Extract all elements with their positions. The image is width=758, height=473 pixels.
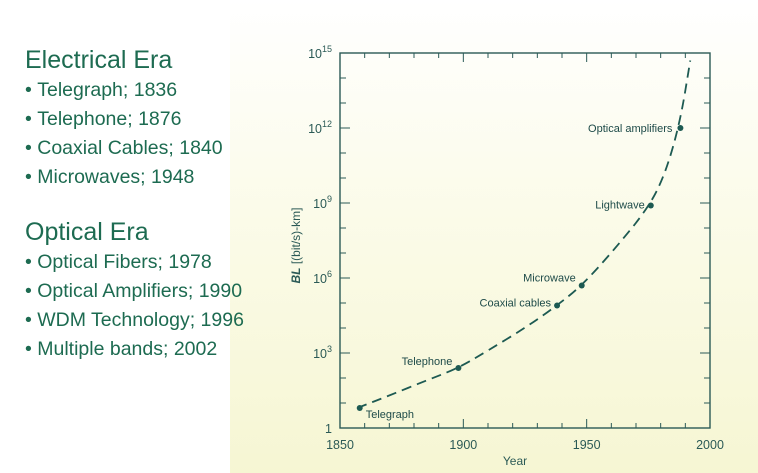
point-label: Telephone	[402, 356, 453, 368]
electrical-era-list: Telegraph; 1836 Telephone; 1876 Coaxial …	[25, 76, 285, 192]
list-item: Telephone; 1876	[25, 105, 285, 134]
x-tick-label: 1900	[449, 438, 477, 452]
y-tick-label: 1015	[308, 44, 332, 61]
y-tick-label: 1012	[308, 119, 332, 136]
background-gradient	[230, 0, 758, 473]
y-tick-label: 109	[313, 194, 332, 211]
x-axis-label: Year	[503, 454, 527, 468]
list-item: WDM Technology; 1996	[25, 306, 285, 335]
plot-frame	[339, 52, 711, 429]
point-label: Optical amplifiers	[588, 123, 673, 135]
y-tick-label: 103	[313, 344, 332, 361]
era-text-panel: Electrical Era Telegraph; 1836 Telephone…	[25, 44, 285, 364]
data-point	[356, 405, 363, 411]
y-tick-label: 106	[313, 269, 332, 286]
list-item: Telegraph; 1836	[25, 76, 285, 105]
point-label: Lightwave	[595, 200, 645, 212]
electrical-era-title: Electrical Era	[25, 46, 173, 74]
data-point	[455, 365, 462, 371]
optical-era-list: Optical Fibers; 1978 Optical Amplifiers;…	[25, 248, 285, 364]
list-item: Optical Amplifiers; 1990	[25, 277, 285, 306]
x-tick-label: 1950	[573, 438, 601, 452]
point-label: Coaxial cables	[480, 298, 552, 310]
data-point	[578, 282, 585, 289]
list-item: Microwaves; 1948	[25, 163, 285, 192]
data-point	[554, 302, 561, 309]
data-point	[677, 125, 684, 131]
data-point	[647, 202, 654, 209]
bandwidth-distance-chart: 1850 1900 1950 2000 1 103 106 109 1012 1015 Year BL…	[289, 44, 724, 468]
y-tick-label: 1	[325, 422, 332, 436]
point-label: Microwave	[523, 273, 576, 285]
x-tick-label: 2000	[696, 438, 724, 452]
list-item: Coaxial Cables; 1840	[25, 134, 285, 163]
list-item: Multiple bands; 2002	[25, 335, 285, 364]
list-item: Optical Fibers; 1978	[25, 248, 285, 277]
point-label: Telegraph	[366, 409, 414, 421]
y-axis-label: BL [(bit/s)-km]	[289, 208, 303, 284]
x-tick-label: 1850	[326, 438, 354, 452]
optical-era-title: Optical Era	[25, 218, 149, 246]
